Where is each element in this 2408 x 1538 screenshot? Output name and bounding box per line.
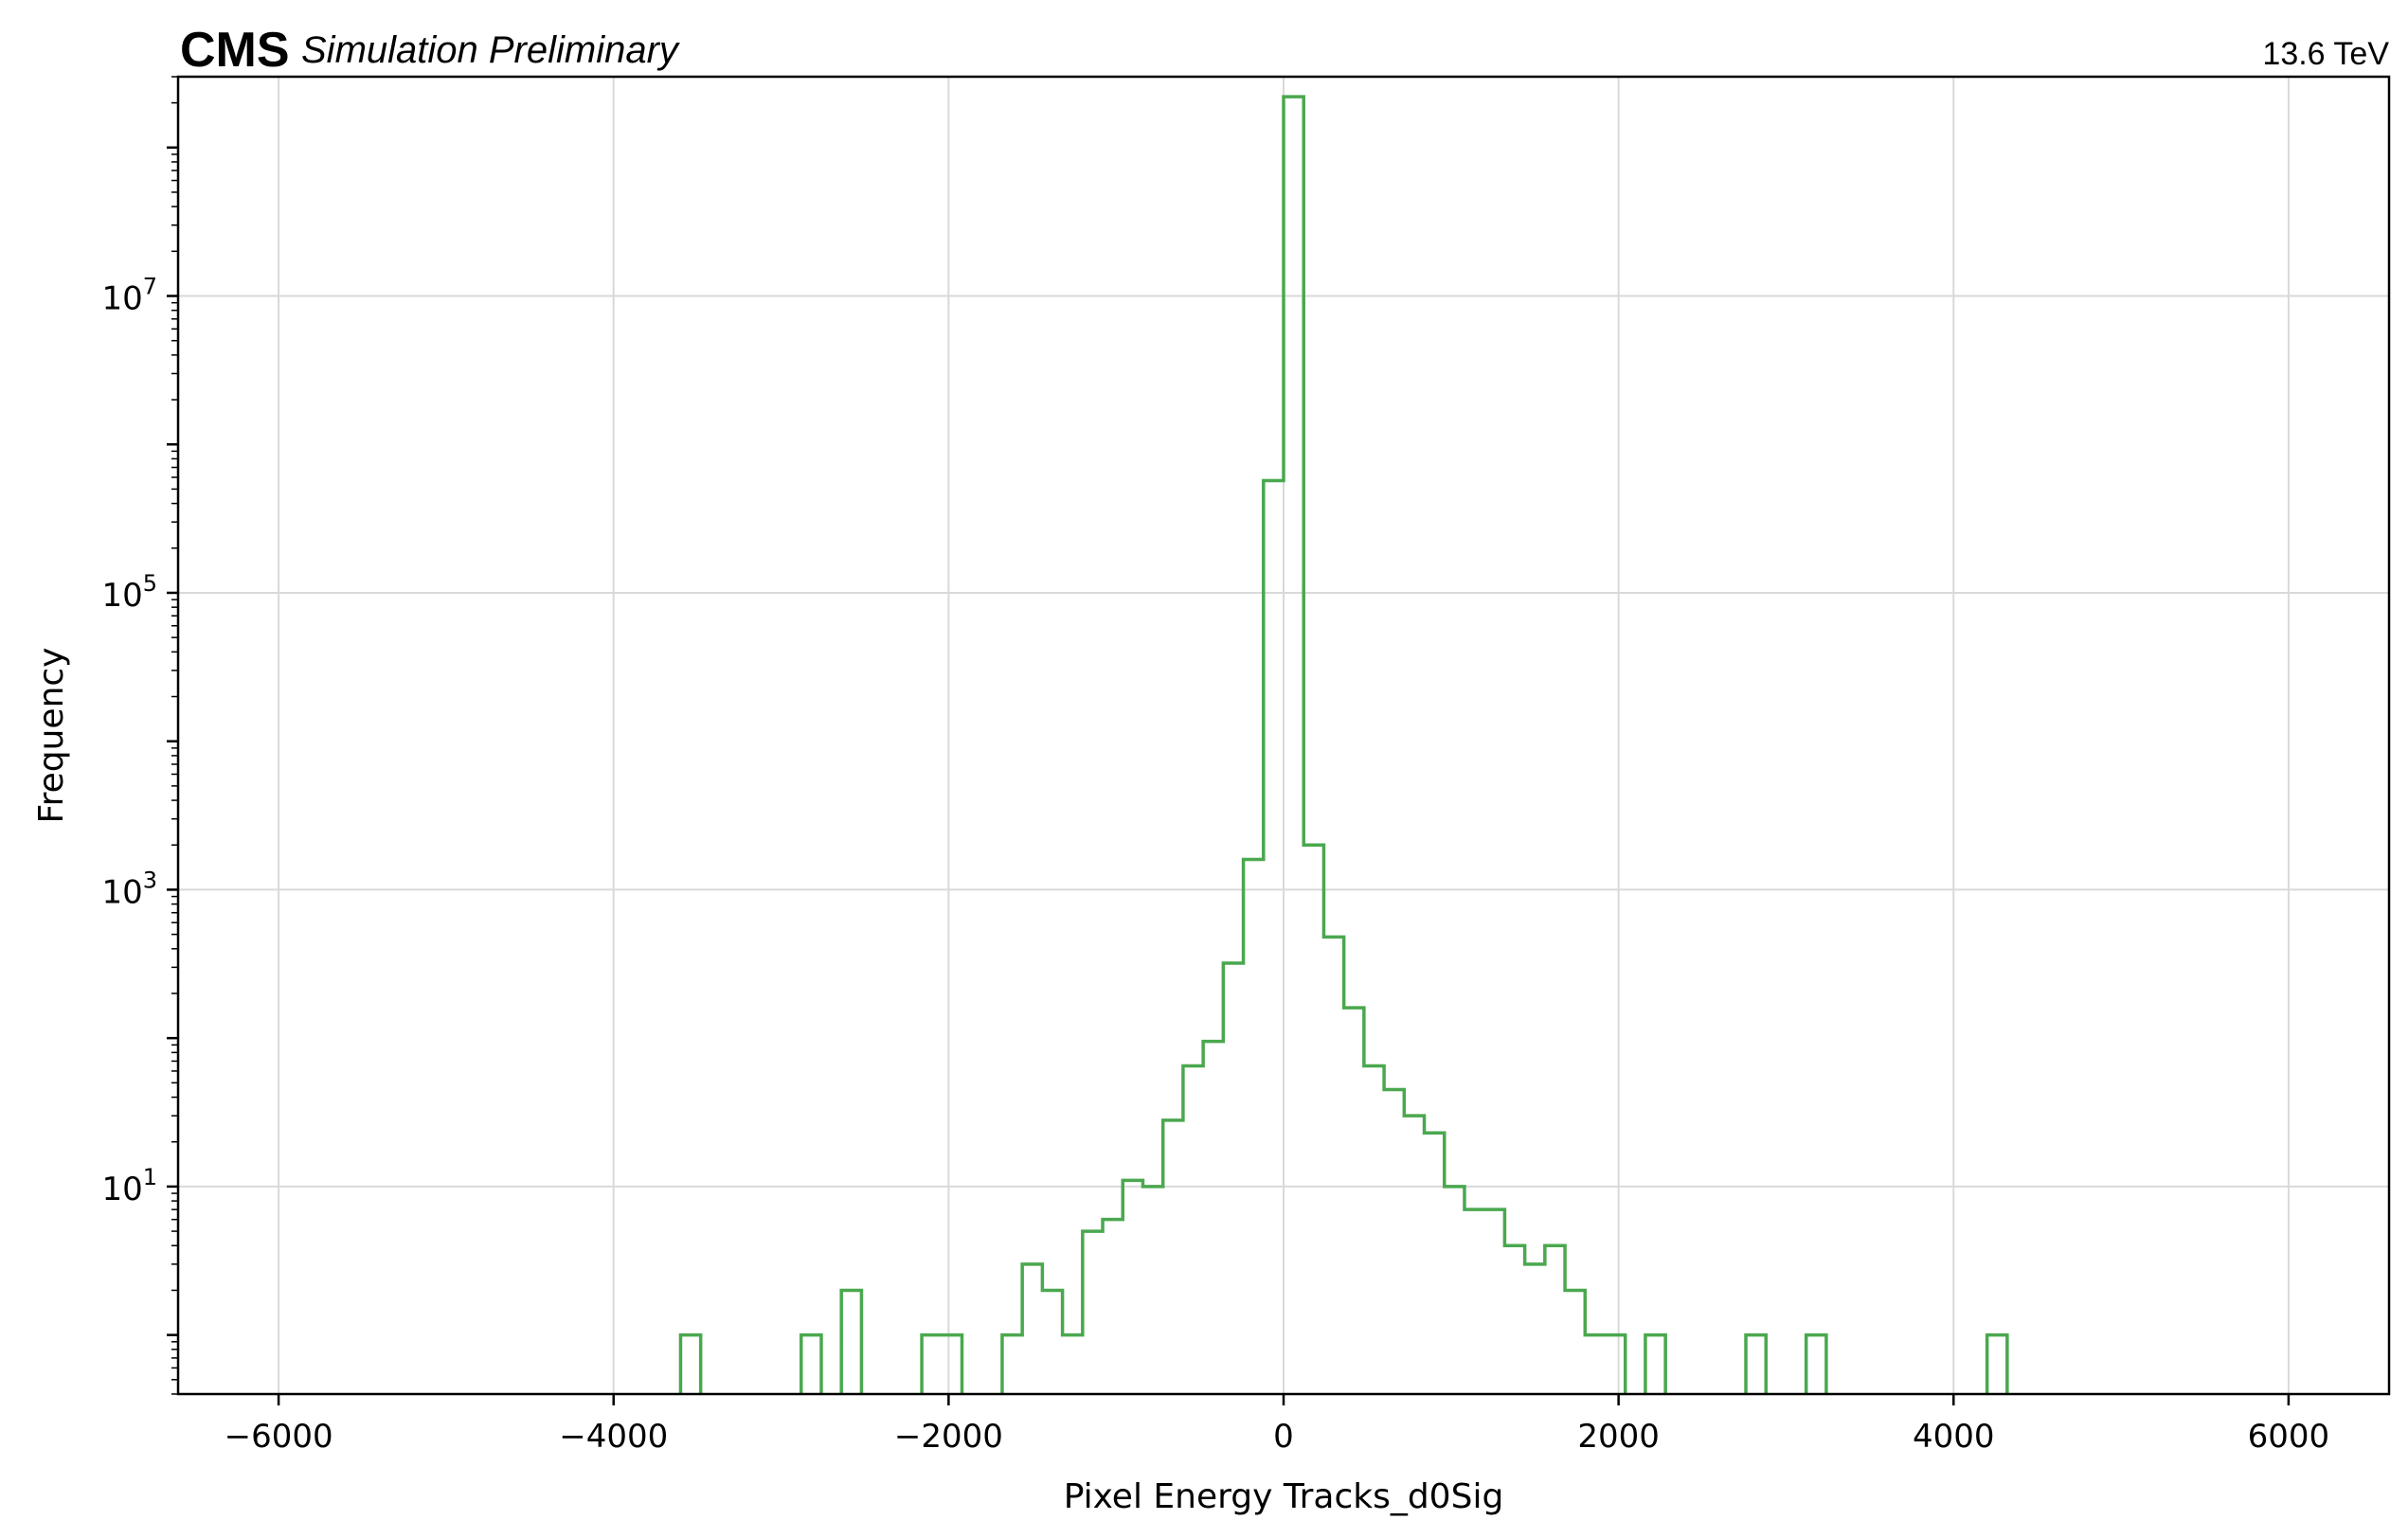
grid-lines: [178, 77, 2389, 1394]
experiment-label: CMS: [180, 23, 290, 78]
energy-label: 13.6 TeV: [2262, 36, 2389, 72]
x-axis-ticks: −6000 −4000 −2000 0 2000 4000 6000: [225, 1394, 2330, 1456]
y-tick-label: 105: [101, 570, 157, 615]
histogram-outline: [678, 95, 2009, 1394]
y-tick-label: 101: [101, 1164, 157, 1208]
x-tick-label: −4000: [559, 1418, 668, 1456]
x-tick-label: 6000: [2248, 1418, 2330, 1456]
experiment-sublabel: Simulation Preliminary: [301, 29, 681, 71]
x-tick-label: 0: [1273, 1418, 1294, 1456]
x-tick-label: −6000: [225, 1418, 333, 1456]
y-axis-ticks: 101 103 105 107: [101, 76, 178, 1395]
x-tick-label: −2000: [894, 1418, 1003, 1456]
x-tick-label: 4000: [1913, 1418, 1995, 1456]
x-tick-label: 2000: [1577, 1418, 1660, 1456]
y-tick-label: 107: [101, 274, 157, 318]
x-axis-label: Pixel Energy Tracks_d0Sig: [1064, 1477, 1504, 1516]
y-tick-label: 103: [101, 867, 157, 911]
y-axis-label: Frequency: [32, 648, 71, 824]
